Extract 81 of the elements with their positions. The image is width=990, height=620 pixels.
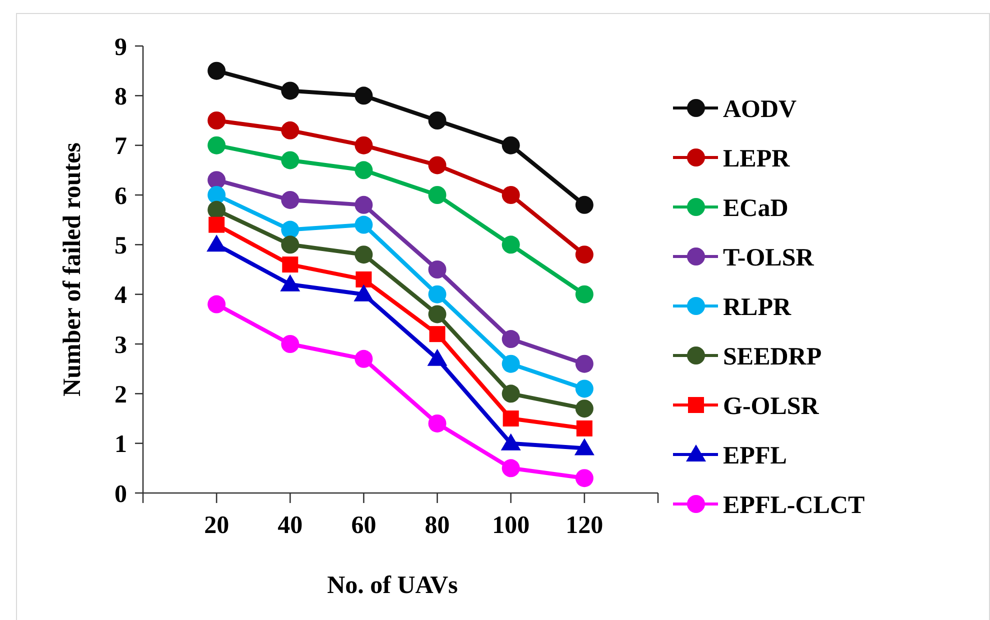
point <box>502 410 519 426</box>
point <box>208 186 226 204</box>
legend-label: ECaD <box>723 194 788 222</box>
legend-label: RLPR <box>723 294 792 321</box>
point <box>502 186 520 204</box>
legend-label: SEEDRP <box>723 343 822 370</box>
point <box>574 438 594 456</box>
point <box>428 260 446 278</box>
point <box>427 348 448 366</box>
point <box>281 82 300 100</box>
legend-label: T-OLSR <box>723 244 815 272</box>
point <box>208 62 226 80</box>
point <box>502 330 520 348</box>
point <box>576 420 592 436</box>
point <box>281 151 300 170</box>
legend-label: EPFL <box>723 442 787 470</box>
point <box>502 236 520 254</box>
point <box>428 186 446 204</box>
point <box>281 220 300 239</box>
point <box>575 196 594 214</box>
point <box>575 469 594 488</box>
point <box>354 350 373 368</box>
point <box>208 136 226 154</box>
y-tick-label: 6 <box>114 182 127 210</box>
y-tick-label: 4 <box>114 282 128 310</box>
point <box>354 196 373 214</box>
point <box>428 414 446 432</box>
point <box>575 246 594 264</box>
point <box>502 384 520 403</box>
point <box>206 234 227 252</box>
point <box>354 216 373 234</box>
point <box>428 156 446 174</box>
point <box>208 112 226 130</box>
point <box>354 86 373 105</box>
y-tick-label: 3 <box>114 332 127 359</box>
point <box>208 295 226 314</box>
point <box>354 161 373 180</box>
legend-label: LEPR <box>723 145 791 172</box>
point <box>208 200 226 219</box>
x-tick-label: 80 <box>424 512 450 539</box>
point <box>281 335 300 353</box>
point <box>208 216 225 233</box>
y-axis-title: Number of failed routes <box>59 142 86 396</box>
legend-label: AODV <box>723 96 797 123</box>
point <box>208 171 226 190</box>
point <box>575 285 594 304</box>
y-tick-label: 0 <box>114 480 127 508</box>
point <box>575 380 594 398</box>
point <box>575 354 594 373</box>
point <box>281 236 300 254</box>
point <box>280 274 300 292</box>
point <box>354 136 373 154</box>
y-tick-label: 7 <box>114 133 127 160</box>
y-tick-label: 9 <box>114 34 127 61</box>
x-axis-title: No. of UAVs <box>327 572 458 599</box>
legend-label: EPFL-CLCT <box>723 492 865 519</box>
point <box>428 305 446 324</box>
point <box>428 285 446 304</box>
y-tick-label: 5 <box>114 232 127 260</box>
point <box>354 284 374 302</box>
x-tick-label: 120 <box>566 512 604 539</box>
point <box>281 121 300 140</box>
legend-label: G-OLSR <box>723 392 820 420</box>
point <box>282 256 298 273</box>
point <box>428 112 446 130</box>
point <box>502 459 520 478</box>
point <box>354 246 373 264</box>
point <box>356 271 372 288</box>
point <box>281 190 300 209</box>
y-tick-label: 8 <box>114 83 127 110</box>
y-tick-label: 2 <box>114 381 127 408</box>
point <box>500 433 521 450</box>
point <box>502 354 520 373</box>
point <box>429 326 446 342</box>
x-tick-label: 20 <box>204 512 230 539</box>
x-tick-label: 40 <box>278 512 303 539</box>
x-tick-label: 60 <box>351 512 376 539</box>
point <box>575 400 594 418</box>
y-tick-label: 1 <box>114 431 127 458</box>
point <box>502 136 520 154</box>
x-tick-label: 100 <box>492 512 530 539</box>
